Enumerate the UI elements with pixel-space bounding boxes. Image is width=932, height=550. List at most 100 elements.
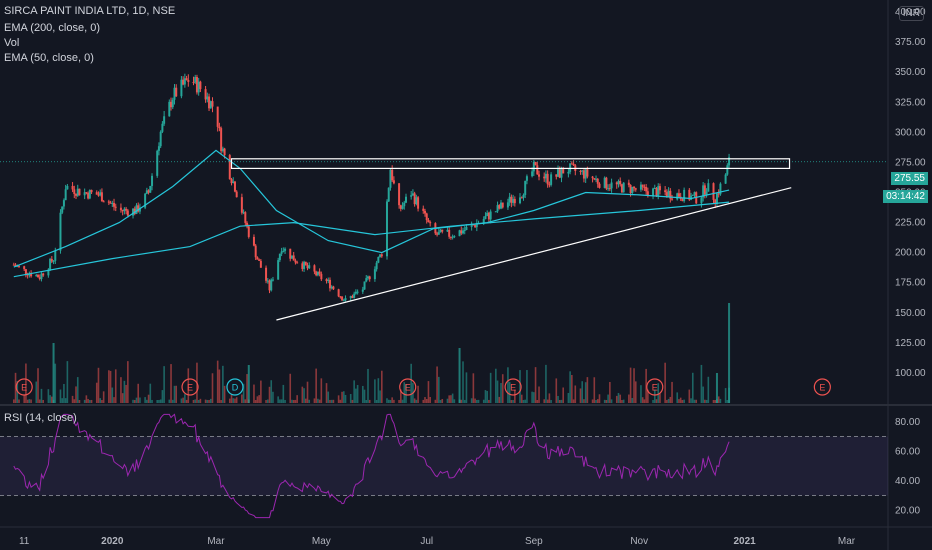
volume-bar [113, 397, 115, 403]
volume-bar [13, 399, 15, 403]
candle-body [688, 189, 691, 200]
volume-bar [415, 399, 418, 403]
volume-bar [266, 399, 269, 403]
candle-body [410, 195, 413, 197]
candle-body [603, 177, 606, 188]
legend-symbol[interactable]: SIRCA PAINT INDIA LTD, 1D, NSE [4, 5, 176, 17]
candle-body [458, 230, 461, 237]
candle-body [538, 174, 541, 177]
candle-body [135, 205, 138, 214]
volume-bar [695, 399, 698, 403]
candle-body [522, 194, 525, 198]
volume-bar [317, 398, 319, 403]
candle-body [232, 181, 235, 184]
candle-body [652, 188, 655, 196]
candle-body [61, 206, 64, 213]
volume-bar [659, 393, 661, 403]
volume-bar [389, 400, 392, 403]
volume-bar [438, 376, 440, 403]
candle-body [125, 208, 128, 211]
volume-bar [367, 368, 369, 403]
candle-body [570, 163, 573, 165]
candle-body [584, 169, 587, 179]
candle-body [38, 277, 41, 279]
candle-body [417, 197, 420, 209]
candle-body [671, 198, 674, 200]
volume-bar [640, 385, 642, 403]
candle-body [361, 289, 364, 292]
time-tick-label: Mar [838, 536, 856, 547]
volume-bar [531, 391, 533, 403]
drawings[interactable] [230, 158, 792, 321]
volume-bar [488, 399, 490, 403]
volume-bar [436, 366, 438, 403]
volume-bar [76, 377, 79, 403]
ema-lines [0, 149, 888, 278]
candle-body [448, 229, 451, 237]
volume-bar [320, 378, 323, 403]
candle-body [40, 273, 43, 279]
candle-body [427, 220, 430, 223]
volume-bar [306, 381, 309, 403]
candle-body [498, 205, 501, 209]
volume-bar [49, 395, 51, 403]
volume-bar [368, 399, 371, 403]
candle-body [627, 182, 630, 186]
volume-bar [78, 399, 81, 403]
candle-body [102, 201, 105, 203]
volume-bar [524, 399, 526, 403]
volume-bar [712, 399, 715, 403]
volume-bar [244, 399, 247, 403]
event-marker-label: E [510, 383, 516, 393]
candle-body [356, 291, 359, 293]
volume-bar [156, 399, 159, 403]
volume-bar [353, 380, 355, 403]
volume-bar [95, 382, 98, 403]
volume-bar [63, 383, 65, 403]
candle-body [192, 82, 195, 84]
candle-body [596, 178, 599, 184]
candle-body [646, 191, 649, 196]
candle-body [619, 180, 622, 185]
candle-body [173, 87, 176, 100]
currency-badge[interactable]: INR [898, 6, 924, 21]
candle-body [90, 189, 93, 193]
legend-rsi[interactable]: RSI (14, close) [4, 412, 77, 424]
legend-vol[interactable]: Vol [4, 37, 20, 49]
candle-body [290, 255, 293, 259]
candle-body [301, 263, 304, 269]
volume-bar [496, 380, 499, 403]
candle-body [413, 193, 416, 205]
price-axis[interactable]: 400.00375.00350.00325.00300.00275.00250.… [895, 7, 926, 516]
volume-bar [303, 388, 305, 403]
candle-body [278, 253, 281, 261]
volume-bar [258, 395, 260, 403]
volume-bar [289, 373, 292, 403]
volume-bar [185, 399, 188, 403]
legend-ema200[interactable]: EMA (200, close, 0) [4, 22, 100, 34]
volume-bar [484, 390, 487, 403]
volume-bar [356, 385, 359, 403]
volume-bar [351, 399, 354, 403]
candle-body [123, 208, 126, 212]
candle-body [598, 183, 601, 188]
candle-body [534, 162, 537, 166]
volume-bar [526, 370, 528, 403]
candle-body [582, 170, 585, 179]
candle-body [423, 210, 426, 214]
candle-body [593, 178, 596, 180]
candle-body [35, 274, 38, 277]
time-axis[interactable]: 11 2020 Mar May Jul Sep Nov 2021 Mar [19, 536, 856, 547]
candle-body [703, 185, 706, 195]
volume-bar [168, 399, 171, 403]
candle-body [157, 146, 160, 151]
candle-body [379, 254, 382, 258]
legend-ema50[interactable]: EMA (50, close, 0) [4, 52, 94, 64]
time-tick-label: Mar [207, 536, 225, 547]
volume-bar [85, 395, 88, 403]
volume-bar [702, 386, 704, 403]
volume-bar [54, 363, 57, 403]
volume-bar [514, 389, 516, 403]
